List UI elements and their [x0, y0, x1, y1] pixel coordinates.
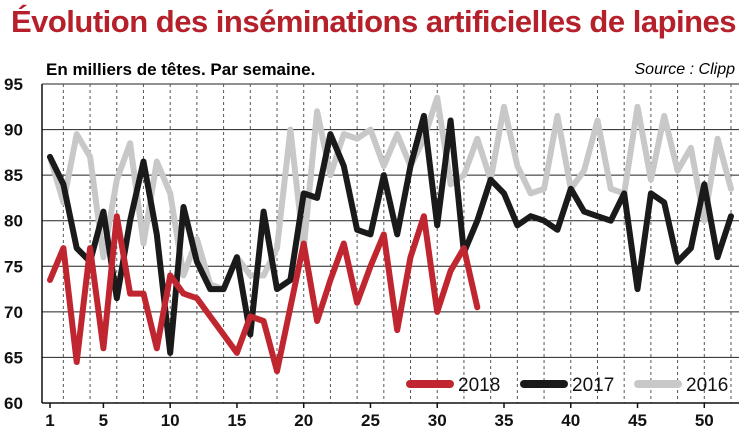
grid-layer	[42, 83, 739, 403]
series-line-2018	[47, 213, 481, 375]
y-tick-label: 75	[4, 257, 23, 276]
y-tick-label: 70	[4, 303, 23, 322]
x-tick-label: 5	[99, 411, 108, 430]
y-tick-label: 90	[4, 121, 23, 140]
legend-label-2018: 2018	[458, 375, 500, 396]
y-tick-label: 65	[4, 348, 23, 367]
y-tick-label: 80	[4, 212, 23, 231]
x-tick-label: 20	[294, 411, 313, 430]
x-tick-label: 45	[628, 411, 647, 430]
legend: 2018 2017 2016	[406, 375, 728, 396]
y-tick-label: 60	[4, 394, 23, 413]
x-tick-label: 15	[227, 411, 246, 430]
x-tick-label: 1	[45, 411, 54, 430]
series-line-2017	[47, 112, 734, 356]
x-tick-label: 35	[495, 411, 514, 430]
series-layer	[47, 94, 734, 375]
chart-title: Évolution des inséminations artificielle…	[10, 4, 737, 39]
x-tick-label: 25	[361, 411, 380, 430]
y-tick-label: 95	[4, 75, 23, 94]
series-line-2016	[47, 94, 734, 293]
x-tick-label: 30	[428, 411, 447, 430]
chart-source: Source : Clipp	[634, 61, 736, 78]
legend-label-2017: 2017	[572, 375, 614, 396]
y-tick-label: 85	[4, 166, 23, 185]
legend-label-2016: 2016	[686, 375, 728, 396]
chart-subtitle: En milliers de têtes. Par semaine.	[46, 60, 316, 79]
x-tick-label: 10	[161, 411, 180, 430]
x-tick-label: 50	[695, 411, 714, 430]
x-tick-label: 40	[561, 411, 580, 430]
